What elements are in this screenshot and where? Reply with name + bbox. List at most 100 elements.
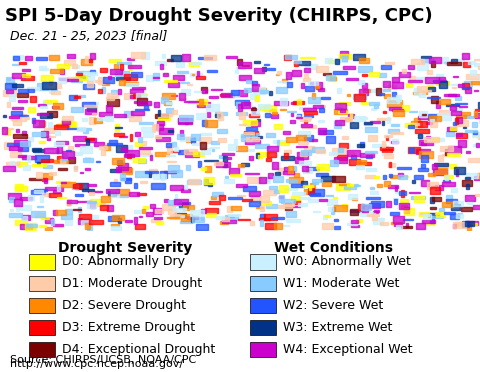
Bar [180,130,183,137]
Bar [358,66,372,71]
Bar [298,141,308,144]
Bar [68,157,75,163]
Text: W0: Abnormally Wet: W0: Abnormally Wet [283,255,411,268]
Bar [131,72,142,77]
Bar [252,81,257,85]
Bar [32,164,46,166]
Bar [242,186,256,192]
Bar [144,103,154,105]
Bar [90,70,96,73]
Bar [220,94,230,96]
Bar [334,60,347,62]
Bar [135,142,142,147]
Bar [472,122,477,126]
Bar [102,83,109,84]
Bar [411,121,421,126]
Bar [263,67,265,71]
Bar [454,76,458,77]
Bar [41,158,53,162]
Bar [173,214,181,218]
Bar [86,139,89,145]
Bar [328,76,336,81]
Bar [431,217,443,218]
Bar [330,160,338,166]
Bar [56,141,68,144]
Bar [200,132,211,135]
Bar [167,161,176,163]
Bar [269,109,276,111]
Bar [28,89,34,92]
Bar [284,150,291,153]
Bar [353,54,365,60]
Bar [472,131,477,134]
Bar [297,99,301,105]
Bar [108,191,117,196]
Bar [249,114,259,117]
Bar [326,195,333,196]
Bar [27,156,30,162]
Bar [168,146,172,153]
Bar [265,113,270,118]
Bar [180,214,192,221]
Bar [317,164,329,170]
Bar [328,207,333,211]
Bar [335,120,344,125]
Bar [207,70,217,72]
Bar [77,79,80,80]
Bar [430,119,433,121]
Bar [449,108,462,111]
Bar [326,76,335,80]
Bar [455,118,458,124]
Bar [350,210,363,212]
Bar [414,176,423,179]
Bar [154,102,159,107]
Bar [51,89,57,90]
Bar [208,183,212,186]
Bar [273,140,286,143]
Text: D3: Extreme Drought: D3: Extreme Drought [62,321,195,334]
Bar [217,138,226,142]
Bar [117,160,121,165]
Bar [96,80,109,82]
Bar [9,94,15,101]
Bar [162,205,175,210]
Bar [273,176,283,182]
Bar [274,124,282,129]
Bar [181,215,184,217]
Bar [119,80,125,85]
Bar [283,171,294,174]
Bar [160,64,164,68]
Bar [252,84,259,91]
Bar [328,60,337,63]
Bar [76,73,82,74]
Bar [379,93,384,95]
Bar [351,155,356,159]
Bar [427,97,440,98]
Bar [66,150,72,151]
Bar [131,110,144,115]
Bar [426,136,430,138]
Bar [466,184,469,189]
Bar [12,84,23,87]
Bar [442,57,448,63]
Bar [279,195,284,202]
Bar [98,77,105,84]
Bar [248,126,252,130]
Bar [291,102,300,104]
Bar [127,58,134,60]
Bar [236,183,247,187]
Bar [337,88,341,93]
Bar [178,150,188,154]
Bar [124,74,137,80]
Bar [463,127,466,128]
Bar [192,62,201,64]
FancyBboxPatch shape [29,341,55,357]
Bar [218,115,223,120]
Bar [264,214,277,220]
Bar [81,221,93,225]
Bar [342,56,347,61]
Bar [428,182,438,189]
Bar [396,95,401,101]
Bar [52,106,59,108]
Bar [446,199,457,203]
